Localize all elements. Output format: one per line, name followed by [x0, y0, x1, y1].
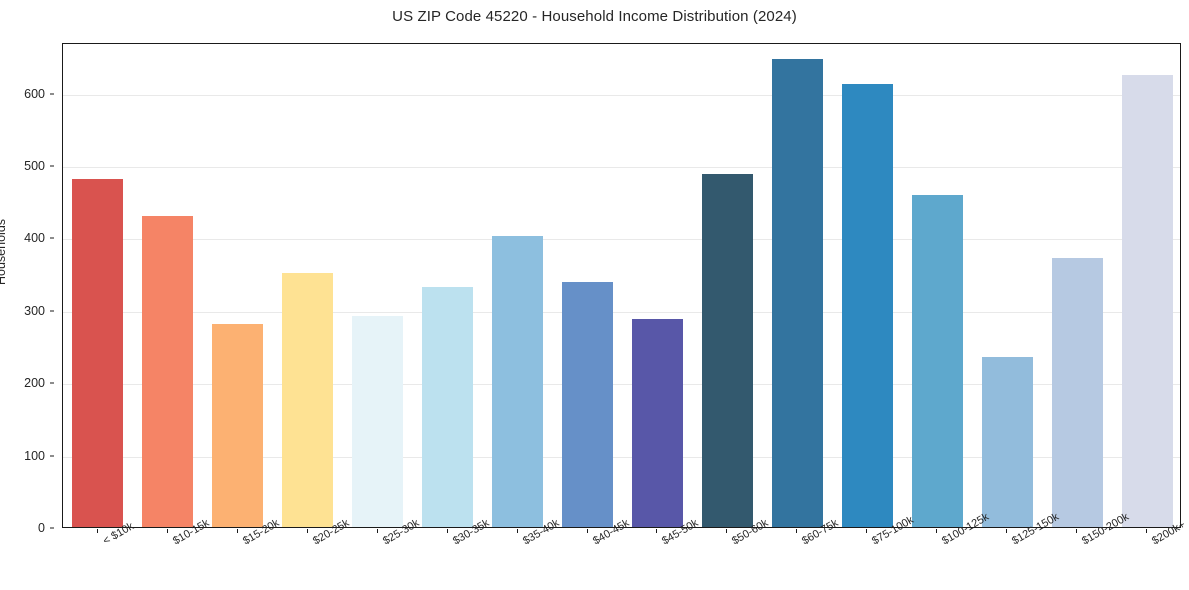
- x-tick-label: $45-50k: [660, 517, 701, 548]
- y-tick-label: 100: [24, 448, 45, 463]
- bar[interactable]: [72, 178, 124, 527]
- bar[interactable]: [142, 216, 194, 527]
- x-tick-label: $200k+: [1150, 518, 1188, 548]
- bar[interactable]: [282, 272, 334, 527]
- x-tick-mark: [726, 529, 728, 533]
- x-tick-label: $10-15k: [170, 517, 212, 548]
- gridline: [63, 239, 1180, 241]
- y-tick-mark: [50, 527, 54, 529]
- bar[interactable]: [422, 286, 474, 527]
- x-tick-mark: [936, 529, 938, 533]
- y-tick-mark: [50, 455, 54, 457]
- x-tick-mark: [1146, 529, 1148, 533]
- y-tick-label: 300: [24, 303, 45, 318]
- bar[interactable]: [981, 356, 1033, 527]
- x-tick-label: < $10k: [100, 520, 136, 548]
- y-tick-mark: [50, 237, 54, 239]
- x-tick-label: $125-150k: [1010, 511, 1062, 548]
- bar[interactable]: [841, 84, 893, 527]
- gridline: [63, 456, 1180, 458]
- y-tick-label: 400: [24, 231, 45, 246]
- x-tick-mark: [166, 529, 168, 533]
- y-axis: 0 100 200 300 400 500 600: [0, 43, 54, 535]
- y-tick-mark: [50, 310, 54, 312]
- bar[interactable]: [1051, 258, 1103, 527]
- gridline: [63, 94, 1180, 96]
- x-tick-label: $50-60k: [730, 517, 771, 548]
- x-tick-label: $75-100k: [870, 514, 917, 548]
- x-tick-label: $15-20k: [240, 517, 282, 548]
- x-tick-label: $60-75k: [800, 517, 841, 548]
- bar[interactable]: [562, 281, 614, 527]
- bar[interactable]: [701, 174, 753, 527]
- bar-series: [63, 44, 1180, 527]
- x-tick-mark: [1076, 529, 1078, 533]
- x-tick-mark: [236, 529, 238, 533]
- y-tick-label: 500: [24, 159, 45, 174]
- gridline: [63, 311, 1180, 313]
- y-tick-mark: [50, 165, 54, 167]
- x-tick-label: $40-45k: [590, 517, 631, 548]
- bar[interactable]: [492, 236, 544, 527]
- x-tick-mark: [306, 529, 308, 533]
- gridlines: [63, 44, 1180, 527]
- y-tick-mark: [50, 382, 54, 384]
- y-tick-label: 600: [24, 86, 45, 101]
- y-tick-mark: [50, 93, 54, 95]
- bar[interactable]: [911, 194, 963, 527]
- x-tick-mark: [866, 529, 868, 533]
- x-axis: < $10k $10-15k $15-20k $20-25k $25-30k $30-35…: [62, 511, 1188, 590]
- gridline: [63, 384, 1180, 386]
- bar[interactable]: [352, 316, 404, 527]
- x-tick-mark: [516, 529, 518, 533]
- x-tick-label: $20-25k: [310, 517, 352, 548]
- x-tick-mark: [376, 529, 378, 533]
- x-tick-label: $100-125k: [940, 511, 992, 548]
- bar[interactable]: [771, 59, 823, 527]
- x-tick-mark: [446, 529, 448, 533]
- bar[interactable]: [631, 319, 683, 527]
- x-tick-mark: [96, 529, 98, 533]
- bar[interactable]: [212, 324, 264, 527]
- bar[interactable]: [1121, 74, 1173, 527]
- x-tick-mark: [656, 529, 658, 533]
- y-tick-label: 200: [24, 376, 45, 391]
- x-tick-label: $30-35k: [450, 517, 492, 548]
- chart-title: US ZIP Code 45220 - Household Income Dis…: [392, 8, 797, 25]
- x-tick-label: $150-200k: [1080, 511, 1132, 548]
- x-tick-mark: [796, 529, 798, 533]
- x-tick-mark: [1006, 529, 1008, 533]
- x-tick-label: $25-30k: [380, 517, 422, 548]
- y-tick-label: 0: [38, 521, 45, 535]
- x-tick-mark: [586, 529, 588, 533]
- x-tick-label: $35-40k: [520, 517, 562, 548]
- y-axis-title: Households: [0, 218, 8, 285]
- plot-area: [62, 43, 1181, 528]
- gridline: [63, 167, 1180, 169]
